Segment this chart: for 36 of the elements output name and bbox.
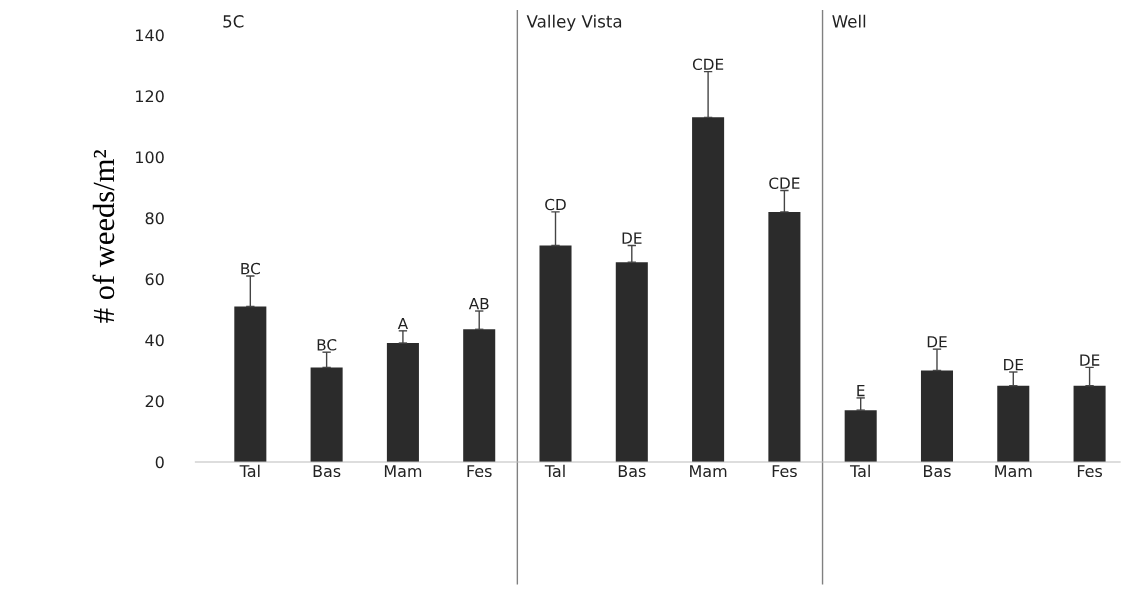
data-label: DE [927, 336, 947, 348]
x-tick-label: Mam [690, 465, 727, 478]
x-tick-label: Fes [467, 465, 492, 478]
y-tick-label: 0 [155, 456, 164, 469]
x-tick-label: Bas [313, 465, 341, 478]
y-tick-label: 100 [136, 151, 164, 164]
y-tick-label: 40 [145, 334, 164, 347]
x-tick-label: Tal [849, 464, 870, 478]
x-tick-label: Tal [239, 464, 260, 478]
x-tick-label: Mam [995, 465, 1032, 478]
x-tick-label: Bas [924, 465, 951, 478]
x-tick-label: Fes [1077, 465, 1103, 478]
y-tick-label: 140 [136, 29, 164, 42]
data-label: AB [468, 298, 489, 310]
data-label: E [857, 385, 865, 397]
data-label: BC [317, 339, 337, 351]
x-tick-label: Tal [544, 464, 565, 478]
data-label: A [397, 317, 409, 330]
y-tick-label: 120 [136, 90, 164, 103]
data-label: CDE [769, 177, 800, 189]
y-axis-title: # of weeds/m² [92, 150, 115, 323]
y-tick-label: 80 [145, 212, 164, 225]
data-label: DE [1004, 359, 1024, 371]
annotation: 5C [223, 15, 244, 28]
x-tick-label: Fes [772, 465, 797, 478]
y-tick-label: 60 [145, 273, 164, 286]
y-tick-label: 20 [145, 395, 164, 408]
x-tick-label: Bas [618, 465, 646, 478]
annotation: Well [832, 14, 866, 28]
data-label: CDE [692, 58, 724, 71]
data-label: DE [1080, 354, 1100, 366]
data-label: CD [545, 198, 566, 211]
data-label: DE [622, 232, 642, 244]
annotation: Valley Vista [526, 14, 622, 31]
data-label: BC [241, 262, 260, 275]
x-tick-label: Mam [384, 465, 422, 478]
